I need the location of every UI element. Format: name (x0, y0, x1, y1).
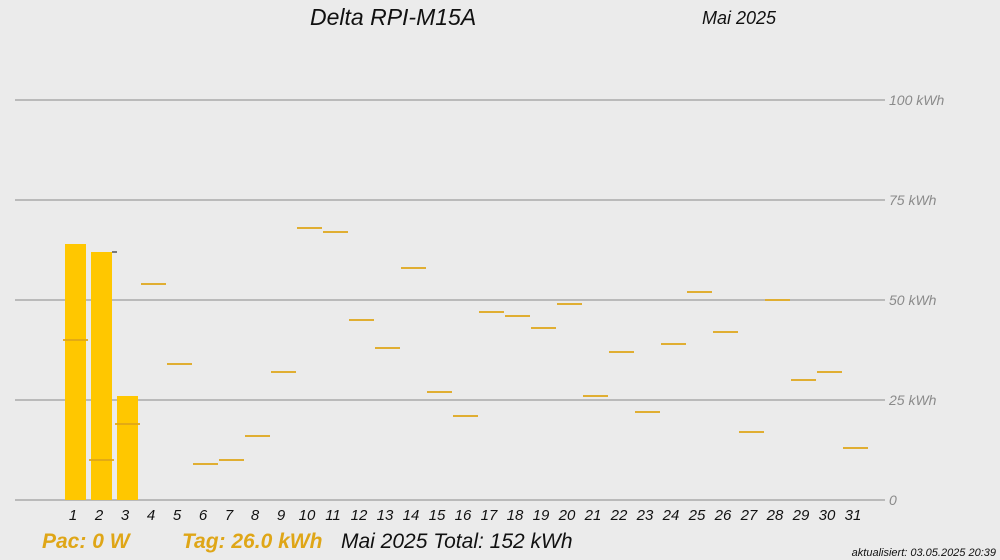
x-tick-label: 15 (429, 507, 446, 524)
y-tick-label: 50 kWh (889, 292, 937, 308)
y-tick-label: 100 kWh (889, 92, 944, 108)
x-tick-label: 29 (792, 507, 810, 524)
x-tick-label: 17 (481, 507, 498, 524)
x-tick-label: 7 (225, 507, 234, 524)
x-tick-label: 22 (610, 507, 628, 524)
bar (65, 244, 86, 500)
bar (91, 252, 112, 500)
x-tick-label: 5 (173, 507, 182, 524)
bar (117, 396, 138, 500)
x-tick-label: 4 (147, 507, 155, 524)
x-tick-label: 14 (403, 507, 420, 524)
x-tick-label: 10 (299, 507, 316, 524)
y-tick-label: 25 kWh (888, 392, 937, 408)
month-total: Mai 2025 Total: 152 kWh (341, 530, 573, 553)
x-tick-label: 18 (507, 507, 524, 524)
x-tick-label: 13 (377, 507, 394, 524)
y-axis-labels: 0 25 kWh 50 kWh 75 kWh 100 kWh (888, 92, 944, 508)
x-tick-label: 25 (688, 507, 706, 524)
pac-status: Pac: 0 W (42, 530, 130, 553)
x-tick-label: 24 (662, 507, 680, 524)
x-tick-label: 19 (533, 507, 550, 524)
x-tick-label: 12 (351, 507, 368, 524)
x-tick-label: 28 (766, 507, 784, 524)
x-tick-label: 31 (845, 507, 862, 524)
reference-lines (63, 227, 868, 465)
x-tick-label: 27 (740, 507, 758, 524)
y-tick-label: 0 (889, 492, 897, 508)
day-energy-status: Tag: 26.0 kWh (182, 530, 323, 553)
x-tick-label: 2 (94, 507, 104, 524)
x-tick-label: 21 (584, 507, 602, 524)
x-tick-label: 11 (325, 507, 341, 524)
x-tick-label: 20 (558, 507, 576, 524)
x-tick-label: 6 (199, 507, 208, 524)
grid-lines (15, 99, 885, 501)
x-tick-label: 1 (69, 507, 77, 524)
x-tick-label: 9 (277, 507, 286, 524)
chart-title: Delta RPI-M15A (310, 4, 477, 30)
month-label: Mai 2025 (702, 8, 777, 28)
last-updated: aktualisiert: 03.05.2025 20:39 (851, 547, 996, 559)
bars (65, 244, 138, 500)
x-tick-label: 3 (121, 507, 130, 524)
y-tick-label: 75 kWh (889, 192, 937, 208)
x-tick-label: 16 (455, 507, 472, 524)
x-tick-label: 30 (819, 507, 836, 524)
x-tick-label: 26 (714, 507, 732, 524)
x-axis-labels: 1 2 3 4 5 6 7 8 9 10 11 12 13 14 15 16 17 18 19 20 21 22 23 24 2… (69, 507, 862, 524)
x-tick-label: 23 (636, 507, 654, 524)
x-tick-label: 8 (251, 507, 260, 524)
